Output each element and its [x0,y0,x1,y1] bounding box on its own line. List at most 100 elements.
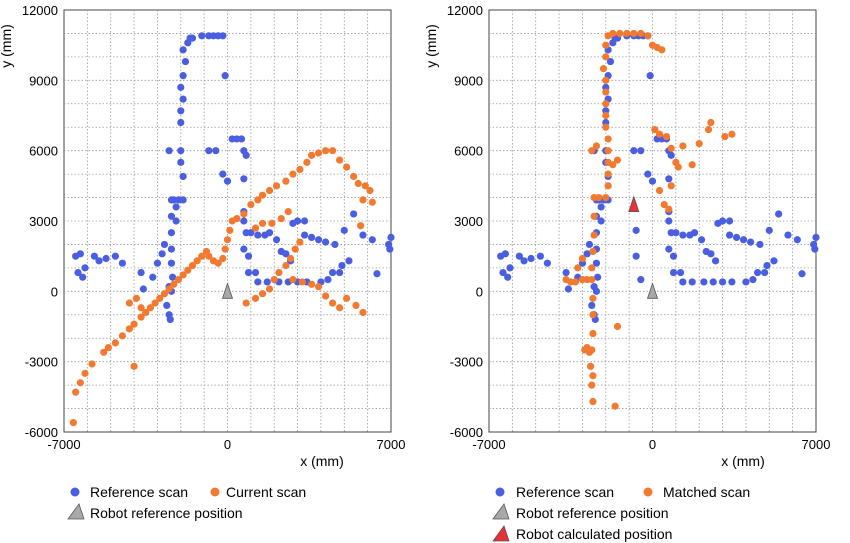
matched-scan-point [674,163,682,171]
reference-scan-point [300,217,309,225]
matched-scan-point [587,362,595,370]
reference-scan-point [594,273,602,281]
reference-scan-point [665,175,673,183]
matched-scan-point [602,76,610,84]
current-scan-point [354,179,362,188]
reference-scan-point [688,278,696,286]
reference-scan-point [177,107,185,115]
reference-scan-point [770,257,778,265]
current-scan-point [277,215,285,223]
y-tick-label: 0 [51,284,58,299]
reference-scan-point [742,278,750,286]
current-scan-point [350,172,358,181]
reference-scan-point [265,229,274,237]
matched-scan-point [679,142,687,150]
reference-scan-point [387,233,395,242]
current-scan-point [72,388,80,396]
matched-scan-point [604,182,612,190]
current-scan-point [188,261,197,270]
current-scan-point [174,276,183,284]
reference-scan-point [165,147,173,155]
reference-scan-point [350,210,358,218]
current-scan-point [368,198,376,206]
current-scan-point [132,294,141,302]
current-scan-point [226,226,234,234]
matched-scan-point [581,346,589,354]
reference-scan-point [536,252,544,260]
current-scan-point [165,285,173,293]
matched-scan-point [592,142,601,150]
legend-right: Reference scan Matched scan Robot refere… [492,484,750,542]
matched-scan-point [613,322,622,331]
matched-scan-point [695,140,703,148]
reference-scan-point [198,32,206,40]
reference-scan-point [812,233,820,242]
current-scan-point [284,208,292,216]
current-scan-point [111,339,119,347]
reference-scan-point [167,229,176,237]
reference-scan-point [324,276,332,284]
reference-scan-point [718,217,727,225]
reference-scan-point [172,217,180,225]
matched-scan-point [602,100,610,108]
reference-scan-point [697,236,706,244]
reference-scan-point [237,135,246,143]
matched-scan-point [662,133,671,141]
matched-scan-point [602,193,610,202]
reference-scan-point [177,158,185,166]
reference-scan-point [718,278,727,286]
reference-scan-point [669,252,678,260]
matched-scan-point [589,294,597,302]
reference-scan-point [177,118,185,127]
legend-label-matched-right: Matched scan [663,484,750,500]
reference-scan-point [676,268,685,277]
reference-scan-point [725,217,734,225]
x-tick-label: 0 [224,437,231,452]
reference-scan-point [499,268,507,277]
reference-scan-point [597,203,605,211]
current-scan-point [258,191,267,199]
legend-marker-robot-ref-left [67,503,85,520]
reference-scan-point [585,240,594,249]
current-scan-point [329,147,337,155]
reference-scan-point [707,250,715,258]
matched-scan-point [589,397,597,406]
current-scan-point [156,294,164,302]
reference-scan-point [137,268,145,277]
current-scan-point [251,224,260,232]
matched-scan-point [637,29,645,38]
legend-marker-reference-right [495,487,505,497]
matched-scan-point [602,53,610,61]
x-tick-labels-right: -7000 0 7000 [472,437,830,452]
y-tick-label: 6000 [29,144,58,159]
reference-scan-point [179,46,187,54]
current-scan-point [184,266,192,274]
current-scan-point [205,252,213,260]
reference-scan-point [644,170,652,178]
matched-scan-point [611,402,619,410]
x-tick-label: -7000 [472,437,505,452]
reference-scan-point [293,217,302,225]
reference-scan-point [811,245,819,253]
reference-scan-point [314,236,323,244]
reference-scan-point [254,231,262,239]
current-scan-point [352,301,360,309]
reference-scan-point [711,257,720,265]
current-scan-point [275,268,283,277]
reference-scan-point [669,268,678,277]
reference-scan-point [329,268,337,277]
y-axis-label-left: y (mm) [0,24,14,68]
reference-scan-point [336,268,344,277]
current-scan-point [282,261,290,270]
y-tick-label: 3000 [454,214,483,229]
matched-scan-point [651,125,659,134]
matched-scan-point [604,147,612,155]
matched-scan-point [704,125,713,134]
current-scan-point [329,299,337,307]
current-scan-point [291,245,299,253]
current-scan-point [125,299,133,307]
grid-right [489,10,816,432]
reference-scan-point [665,245,673,253]
